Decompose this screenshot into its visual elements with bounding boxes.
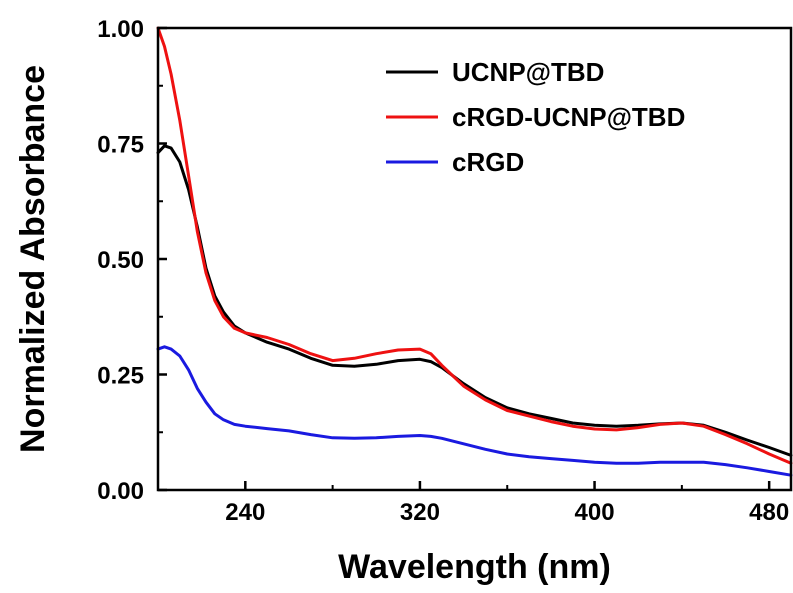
series-line-2: [156, 26, 793, 465]
legend-label: UCNP@TBD: [452, 57, 604, 87]
y-tick-label: 1.00: [97, 16, 144, 43]
series-line-1: [156, 144, 793, 457]
legend-label: cRGD: [452, 147, 524, 177]
y-axis-title: Normalized Absorbance: [14, 65, 52, 453]
x-tick-label: 320: [400, 499, 440, 526]
y-tick-label: 0.25: [97, 363, 144, 390]
series-line-3: [156, 345, 793, 477]
ticks-layer: [158, 26, 771, 492]
x-tick-label: 400: [575, 499, 615, 526]
series-layer: [156, 26, 793, 477]
x-tick-label: 240: [225, 499, 265, 526]
legend: UCNP@TBD cRGD-UCNP@TBD cRGD: [386, 57, 685, 177]
plot-frame: [156, 26, 793, 492]
y-tick-label: 0.00: [97, 478, 144, 505]
y-tick-label: 0.50: [97, 247, 144, 274]
tick-labels-layer: 0.00 0.25 0.50 0.75 1.00 240 320 400 480: [97, 16, 789, 526]
legend-label: cRGD-UCNP@TBD: [452, 102, 685, 132]
y-tick-label: 0.75: [97, 132, 144, 159]
x-axis-title: Wavelength (nm): [338, 548, 611, 586]
x-tick-label: 480: [749, 499, 789, 526]
